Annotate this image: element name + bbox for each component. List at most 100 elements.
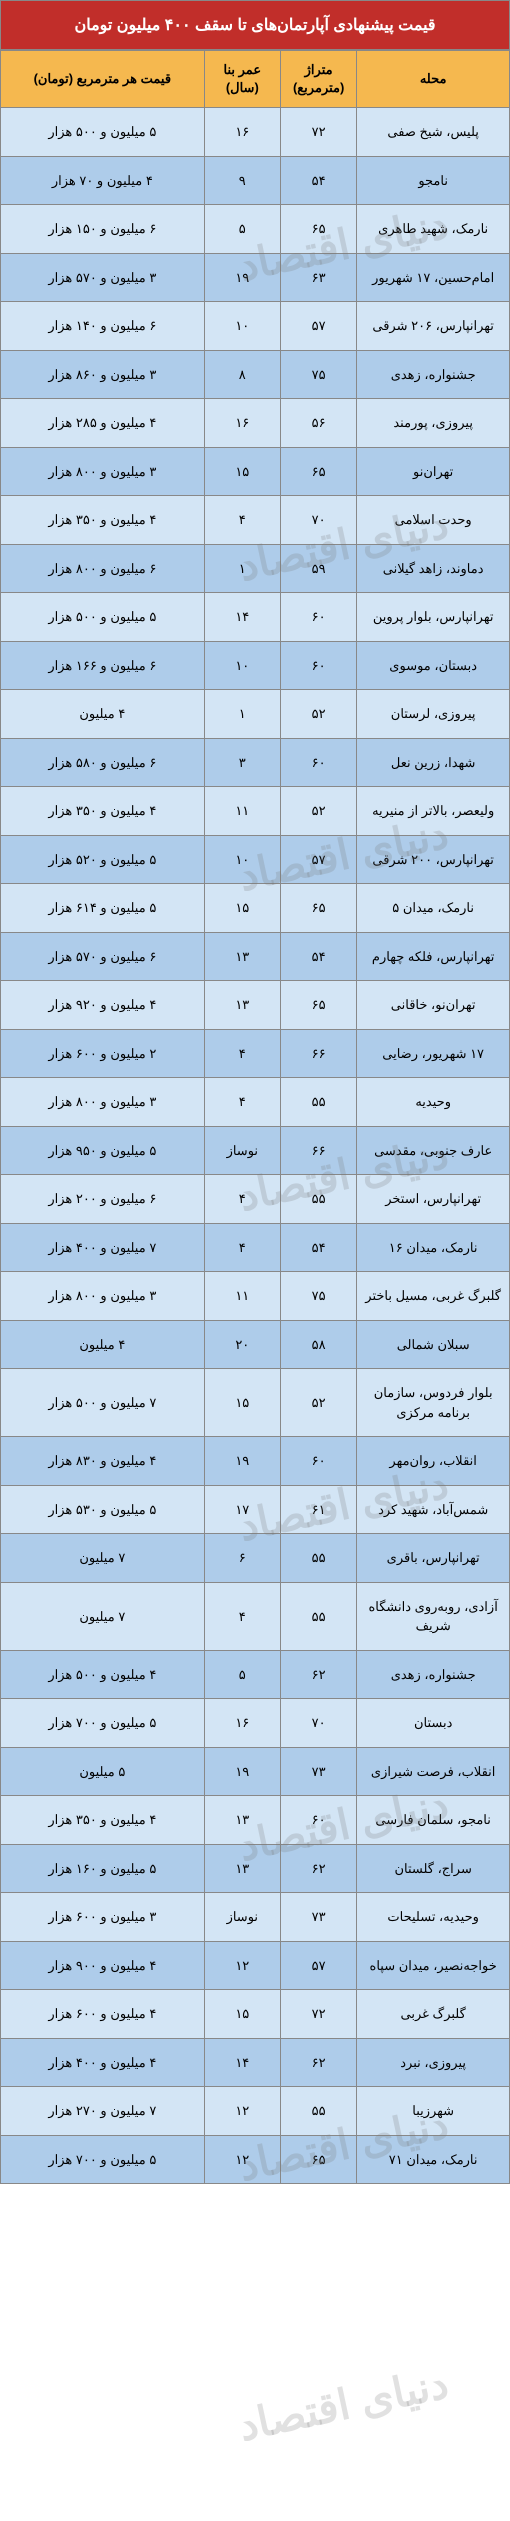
cell-age: ۴ [204, 1078, 280, 1127]
table-row: شهدا، زرین نعل۶۰۳۶ میلیون و ۵۸۰ هزار [1, 738, 510, 787]
cell-neighborhood: خواجه‌نصیر، میدان سپاه [357, 1941, 510, 1990]
table-row: انقلاب، روان‌مهر۶۰۱۹۴ میلیون و ۸۳۰ هزار [1, 1437, 510, 1486]
cell-price: ۷ میلیون و ۵۰۰ هزار [1, 1369, 205, 1437]
table-row: تهرانپارس، فلکه چهارم۵۴۱۳۶ میلیون و ۵۷۰ … [1, 932, 510, 981]
cell-neighborhood: نارمک، میدان ۵ [357, 884, 510, 933]
cell-age: ۱۹ [204, 1747, 280, 1796]
cell-age: ۹ [204, 156, 280, 205]
cell-age: ۳ [204, 738, 280, 787]
cell-area: ۵۹ [280, 544, 356, 593]
cell-area: ۵۵ [280, 2087, 356, 2136]
cell-age: نوساز [204, 1126, 280, 1175]
cell-age: ۱۳ [204, 932, 280, 981]
cell-age: ۱۵ [204, 1990, 280, 2039]
cell-neighborhood: انقلاب، فرصت شیرازی [357, 1747, 510, 1796]
cell-price: ۵ میلیون [1, 1747, 205, 1796]
cell-area: ۷۰ [280, 496, 356, 545]
table-row: عارف جنوبی، مقدسی۶۶نوساز۵ میلیون و ۹۵۰ ه… [1, 1126, 510, 1175]
cell-area: ۶۱ [280, 1485, 356, 1534]
cell-price: ۳ میلیون و ۵۷۰ هزار [1, 253, 205, 302]
cell-neighborhood: گلبرگ غربی [357, 1990, 510, 2039]
col-header-price: قیمت هر مترمربع (تومان) [1, 51, 205, 108]
cell-price: ۴ میلیون و ۵۰۰ هزار [1, 1650, 205, 1699]
cell-age: ۱۶ [204, 399, 280, 448]
cell-age: ۲۰ [204, 1320, 280, 1369]
cell-area: ۵۵ [280, 1534, 356, 1583]
cell-neighborhood: پیروزی، لرستان [357, 690, 510, 739]
cell-age: ۱ [204, 690, 280, 739]
cell-area: ۶۶ [280, 1029, 356, 1078]
cell-price: ۵ میلیون و ۷۰۰ هزار [1, 1699, 205, 1748]
cell-price: ۳ میلیون و ۸۰۰ هزار [1, 1272, 205, 1321]
table-row: پیروزی، پورمند۵۶۱۶۴ میلیون و ۲۸۵ هزار [1, 399, 510, 448]
cell-price: ۷ میلیون و ۴۰۰ هزار [1, 1223, 205, 1272]
apartment-price-table-container: قیمت پیشنهادی آپارتمان‌های تا سقف ۴۰۰ می… [0, 0, 510, 2184]
table-row: دبستان، موسوی۶۰۱۰۶ میلیون و ۱۶۶ هزار [1, 641, 510, 690]
cell-neighborhood: جشنواره، زهدی [357, 350, 510, 399]
cell-age: ۱۰ [204, 302, 280, 351]
cell-price: ۶ میلیون و ۸۰۰ هزار [1, 544, 205, 593]
cell-price: ۵ میلیون و ۵۰۰ هزار [1, 593, 205, 642]
cell-age: ۴ [204, 1029, 280, 1078]
cell-age: ۱۹ [204, 253, 280, 302]
cell-area: ۵۷ [280, 1941, 356, 1990]
table-row: جشنواره، زهدی۶۲۵۴ میلیون و ۵۰۰ هزار [1, 1650, 510, 1699]
cell-age: ۱۲ [204, 2087, 280, 2136]
cell-price: ۵ میلیون و ۹۵۰ هزار [1, 1126, 205, 1175]
table-row: انقلاب، فرصت شیرازی۷۳۱۹۵ میلیون [1, 1747, 510, 1796]
cell-neighborhood: جشنواره، زهدی [357, 1650, 510, 1699]
table-header-row: محله متراژ (مترمربع) عمر بنا (سال) قیمت … [1, 51, 510, 108]
table-row: وحدت اسلامی۷۰۴۴ میلیون و ۳۵۰ هزار [1, 496, 510, 545]
cell-price: ۶ میلیون و ۵۸۰ هزار [1, 738, 205, 787]
cell-area: ۵۲ [280, 1369, 356, 1437]
cell-area: ۵۷ [280, 835, 356, 884]
cell-age: ۴ [204, 1175, 280, 1224]
cell-neighborhood: ۱۷ شهریور، رضایی [357, 1029, 510, 1078]
table-row: ولیعصر، بالاتر از منیریه۵۲۱۱۴ میلیون و ۳… [1, 787, 510, 836]
table-row: تهرانپارس، ۲۰۶ شرقی۵۷۱۰۶ میلیون و ۱۴۰ هز… [1, 302, 510, 351]
cell-neighborhood: نامجو، سلمان فارسی [357, 1796, 510, 1845]
cell-area: ۵۴ [280, 156, 356, 205]
cell-price: ۶ میلیون و ۱۵۰ هزار [1, 205, 205, 254]
cell-age: ۱۳ [204, 1844, 280, 1893]
table-row: سبلان شمالی۵۸۲۰۴ میلیون [1, 1320, 510, 1369]
cell-age: ۴ [204, 1582, 280, 1650]
cell-age: ۱۰ [204, 641, 280, 690]
cell-age: ۱۶ [204, 1699, 280, 1748]
cell-price: ۴ میلیون و ۷۰ هزار [1, 156, 205, 205]
cell-price: ۷ میلیون [1, 1534, 205, 1583]
cell-area: ۶۳ [280, 253, 356, 302]
cell-area: ۶۵ [280, 2135, 356, 2184]
cell-price: ۴ میلیون و ۸۳۰ هزار [1, 1437, 205, 1486]
cell-area: ۵۲ [280, 690, 356, 739]
table-row: سراج، گلستان۶۲۱۳۵ میلیون و ۱۶۰ هزار [1, 1844, 510, 1893]
cell-neighborhood: پلیس، شیخ صفی [357, 108, 510, 157]
cell-area: ۵۵ [280, 1175, 356, 1224]
cell-price: ۴ میلیون و ۶۰۰ هزار [1, 1990, 205, 2039]
cell-area: ۵۲ [280, 787, 356, 836]
cell-neighborhood: دماوند، زاهد گیلانی [357, 544, 510, 593]
table-row: تهران‌نو، خاقانی۶۵۱۳۴ میلیون و ۹۲۰ هزار [1, 981, 510, 1030]
cell-price: ۴ میلیون و ۳۵۰ هزار [1, 496, 205, 545]
table-row: وحیدیه۵۵۴۳ میلیون و ۸۰۰ هزار [1, 1078, 510, 1127]
col-header-neighborhood: محله [357, 51, 510, 108]
table-row: نارمک، شهید طاهری۶۵۵۶ میلیون و ۱۵۰ هزار [1, 205, 510, 254]
cell-neighborhood: نارمک، شهید طاهری [357, 205, 510, 254]
watermark-text: دنیای اقتصاد [234, 2358, 452, 2450]
cell-area: ۵۴ [280, 1223, 356, 1272]
cell-price: ۵ میلیون و ۱۶۰ هزار [1, 1844, 205, 1893]
cell-neighborhood: وحیدیه [357, 1078, 510, 1127]
cell-age: ۴ [204, 496, 280, 545]
cell-age: ۱۵ [204, 447, 280, 496]
cell-area: ۶۰ [280, 641, 356, 690]
cell-age: ۶ [204, 1534, 280, 1583]
cell-neighborhood: پیروزی، پورمند [357, 399, 510, 448]
table-body: پلیس، شیخ صفی۷۲۱۶۵ میلیون و ۵۰۰ هزارنامج… [1, 108, 510, 2184]
cell-age: ۱۳ [204, 1796, 280, 1845]
cell-neighborhood: دبستان، موسوی [357, 641, 510, 690]
cell-area: ۵۴ [280, 932, 356, 981]
cell-price: ۵ میلیون و ۶۱۴ هزار [1, 884, 205, 933]
cell-age: ۱۴ [204, 2038, 280, 2087]
cell-area: ۵۵ [280, 1582, 356, 1650]
cell-neighborhood: تهران‌نو، خاقانی [357, 981, 510, 1030]
